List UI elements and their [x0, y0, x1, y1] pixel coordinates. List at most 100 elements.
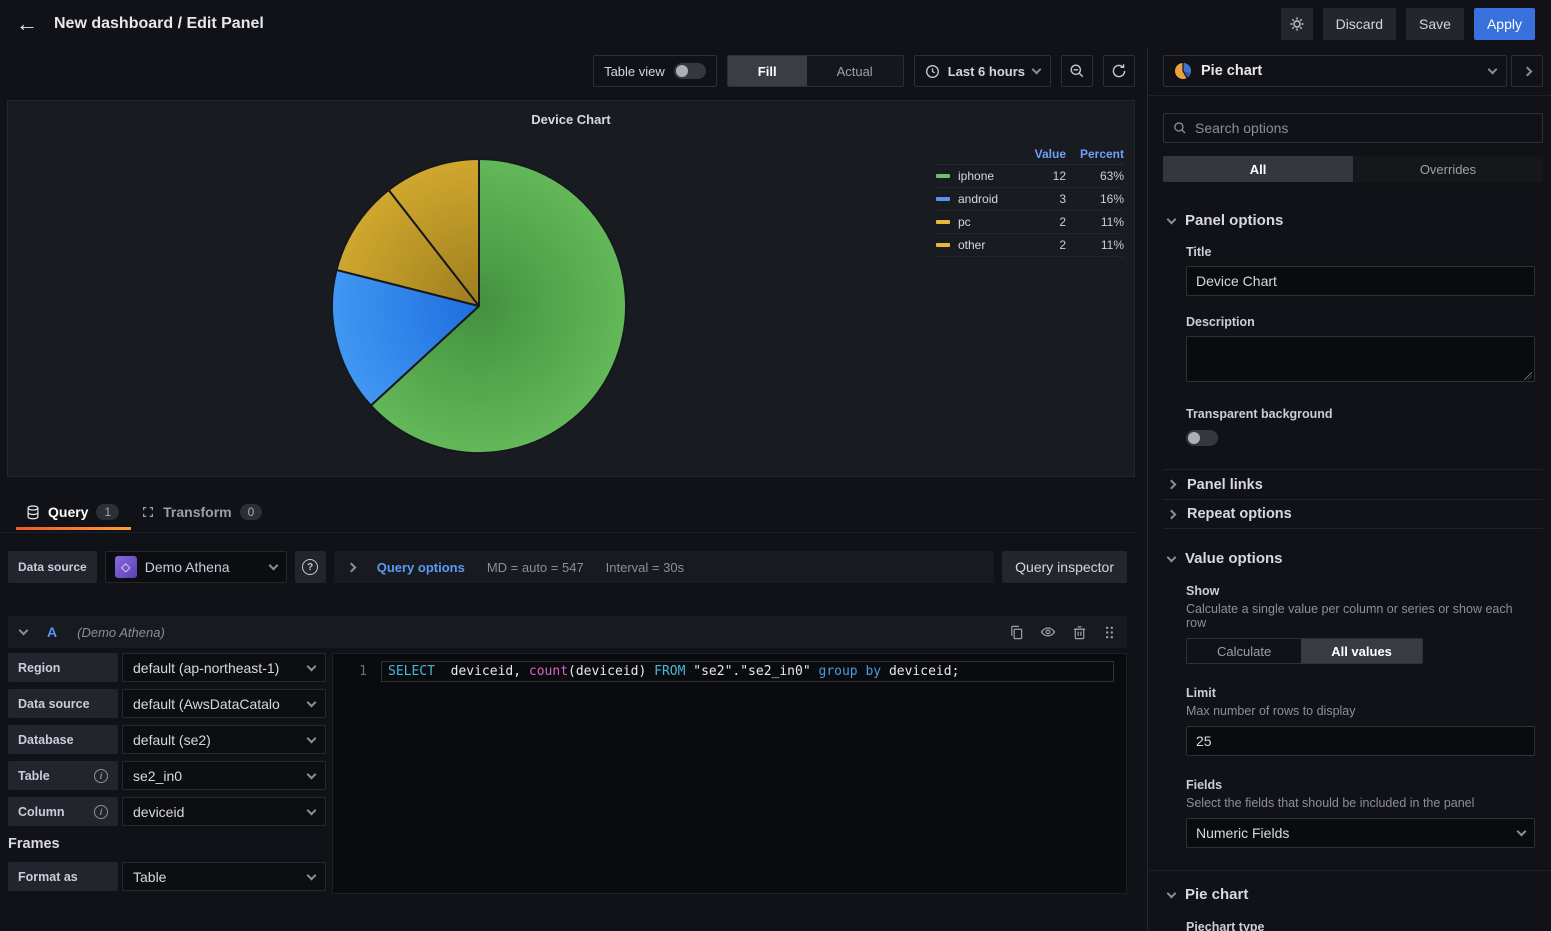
sql-token: "se2"."se2_in0" [685, 664, 819, 679]
panel-title: Device Chart [531, 112, 611, 127]
visualization-picker[interactable]: Pie chart [1163, 55, 1507, 87]
tab-all[interactable]: All [1163, 156, 1353, 182]
repeat-options-section[interactable]: Repeat options [1163, 499, 1543, 529]
format-as-select[interactable]: Table [122, 862, 326, 891]
field-value: default (ap-northeast-1) [133, 659, 280, 676]
value-options-header[interactable]: Value options [1163, 550, 1543, 567]
chevron-right-icon [346, 562, 357, 572]
format-as-value: Table [133, 868, 167, 885]
tab-overrides[interactable]: Overrides [1419, 161, 1477, 177]
transparent-background-toggle[interactable] [1186, 430, 1218, 446]
panel-options-title: Panel options [1185, 212, 1284, 229]
legend-percent: 11% [1100, 215, 1124, 229]
pie-chart[interactable] [329, 156, 629, 456]
format-as-row: Format as Table [8, 862, 326, 891]
resize-handle-icon[interactable] [1524, 372, 1532, 380]
tab-query-label: Query [48, 504, 89, 520]
duplicate-query-icon[interactable] [1009, 624, 1024, 640]
info-icon[interactable]: i [94, 768, 108, 783]
field-label: Database [8, 725, 118, 754]
tab-query[interactable]: Query 1 [16, 500, 132, 530]
value-options-title: Value options [1185, 550, 1283, 567]
zoom-out-button[interactable] [1061, 55, 1093, 87]
interval-summary: Interval = 30s [605, 559, 685, 575]
panel-toolbar: Table view Fill Actual Last 6 hours [0, 55, 1147, 87]
tab-transform[interactable]: Transform 0 [131, 500, 274, 529]
pie-legend: Value Percent iphone 12 63% android 3 16% pc 2 1… [936, 143, 1124, 257]
query-options-link[interactable]: Query options [376, 559, 465, 575]
field-select[interactable]: default (ap-northeast-1) [122, 653, 326, 682]
panel-title-input[interactable] [1186, 266, 1535, 296]
datasource-help-button[interactable]: ? [294, 551, 326, 583]
calculate-option[interactable]: Calculate [1217, 643, 1272, 659]
legend-value: 3 [1059, 192, 1066, 206]
pie-slice-android[interactable] [331, 268, 480, 407]
table-view-toggle[interactable] [673, 63, 706, 79]
settings-button[interactable] [1280, 7, 1313, 40]
top-bar: ← New dashboard / Edit Panel Discard Sav… [0, 0, 1551, 47]
tab-transform-count: 0 [239, 504, 263, 520]
legend-label[interactable]: other [958, 238, 986, 252]
legend-label[interactable]: pc [958, 215, 971, 229]
field-select[interactable]: deviceid [122, 797, 326, 826]
query-editor-body: Region default (ap-northeast-1) Data sourc… [8, 653, 1127, 898]
field-label: Column i [8, 797, 118, 826]
refresh-button[interactable] [1103, 55, 1135, 87]
query-row-header[interactable]: A (Demo Athena) [8, 616, 1127, 648]
legend-row: android 3 16% [936, 188, 1124, 211]
options-filter-tabs: All Overrides [1163, 156, 1543, 182]
fill-option[interactable]: Fill [727, 56, 807, 86]
back-arrow-icon[interactable]: ← [16, 10, 38, 36]
chevron-down-icon[interactable] [18, 625, 29, 636]
legend-header-value[interactable]: Value [1034, 146, 1066, 161]
pie-slice-pc[interactable] [335, 189, 480, 307]
apply-button[interactable]: Apply [1473, 7, 1535, 40]
panel-options-header[interactable]: Panel options [1163, 212, 1543, 229]
delete-query-trash-icon[interactable] [1072, 624, 1087, 640]
panel-links-label: Panel links [1187, 476, 1263, 493]
pie-slice-other[interactable] [387, 158, 480, 307]
pie-chart-options-header[interactable]: Pie chart [1163, 886, 1543, 903]
sql-code-line[interactable]: SELECT deviceid, count(deviceid) FROM "s… [381, 661, 1114, 682]
panel-description-textarea[interactable] [1186, 336, 1535, 382]
save-button[interactable]: Save [1406, 7, 1464, 40]
time-range-picker[interactable]: Last 6 hours [913, 55, 1051, 87]
fields-select[interactable]: Numeric Fields [1186, 818, 1535, 848]
query-options-bar[interactable]: Query options MD = auto = 547 Interval =… [333, 551, 995, 583]
field-select[interactable]: default (AwsDataCatalo [122, 689, 326, 718]
collapse-options-pane-button[interactable] [1511, 55, 1543, 87]
clock-icon [925, 64, 940, 79]
chevron-down-icon [306, 661, 317, 671]
fields-value: Numeric Fields [1196, 825, 1290, 841]
legend-row: other 2 11% [936, 234, 1124, 257]
legend-label[interactable]: android [958, 192, 999, 206]
limit-input[interactable] [1186, 726, 1535, 756]
search-options-input[interactable] [1195, 120, 1533, 136]
legend-header-percent[interactable]: Percent [1079, 146, 1124, 161]
field-label: Table i [8, 761, 118, 790]
sql-token: FROM [654, 664, 686, 679]
drag-handle-icon[interactable] [1103, 624, 1115, 640]
all-values-option[interactable]: All values [1301, 639, 1422, 663]
legend-value: 12 [1052, 169, 1066, 183]
panel-links-section[interactable]: Panel links [1163, 469, 1543, 499]
legend-swatch [936, 220, 950, 224]
sql-token: (deviceid) [568, 664, 655, 679]
tab-query-count: 1 [96, 504, 120, 520]
help-icon: ? [302, 559, 319, 575]
limit-description: Max number of rows to display [1186, 704, 1356, 718]
pie-slice-iphone[interactable] [369, 158, 628, 454]
main-area: Table view Fill Actual Last 6 hours [0, 47, 1147, 931]
info-icon[interactable]: i [94, 804, 108, 819]
divider [1148, 95, 1551, 96]
chevron-down-icon [306, 769, 317, 779]
field-select[interactable]: default (se2) [122, 725, 326, 754]
discard-button[interactable]: Discard [1322, 7, 1397, 40]
actual-option[interactable]: Actual [836, 63, 873, 79]
legend-label[interactable]: iphone [958, 169, 995, 183]
field-select[interactable]: se2_in0 [122, 761, 326, 790]
datasource-picker[interactable]: ◇ Demo Athena [104, 551, 287, 583]
sql-editor[interactable]: 1 SELECT deviceid, count(deviceid) FROM … [332, 653, 1127, 894]
query-inspector-button[interactable]: Query inspector [1002, 551, 1127, 583]
hide-query-eye-icon[interactable] [1040, 624, 1056, 640]
